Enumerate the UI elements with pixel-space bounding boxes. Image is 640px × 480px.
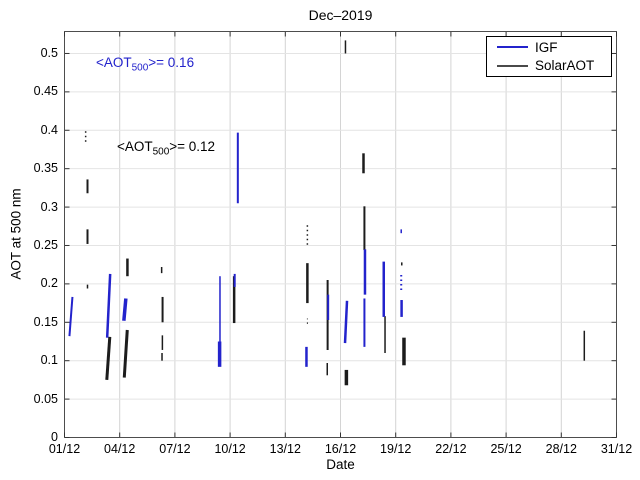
- y-tick-label: 0.05: [33, 391, 58, 406]
- x-tick-label: 22/12: [435, 442, 467, 456]
- y-tick-label: 0.4: [40, 122, 58, 137]
- x-tick-label: 01/12: [48, 442, 81, 456]
- y-tick-label: 0.15: [33, 314, 58, 329]
- annotation-text: >= 0.16: [148, 55, 195, 70]
- y-tick-label: 0.3: [40, 199, 58, 214]
- mean-aot-annotation-igf: <AOT500>= 0.16: [96, 55, 194, 74]
- y-tick-label: 0: [51, 430, 58, 444]
- x-tick-label: 10/12: [214, 442, 246, 456]
- legend: IGF SolarAOT: [486, 36, 612, 77]
- chart-title: Dec–2019: [308, 7, 373, 23]
- x-tick-label: 13/12: [269, 442, 301, 456]
- annotation-subscript: 500: [131, 62, 149, 74]
- annotation-text: <AOT: [116, 138, 153, 154]
- legend-label-igf: IGF: [535, 39, 558, 55]
- legend-line-sample-igf: [497, 46, 528, 49]
- data-segment-igf: [105, 273, 112, 338]
- legend-line-sample-solaraot: [497, 64, 528, 67]
- legend-item-solaraot: SolarAOT: [487, 57, 611, 75]
- x-tick-label: 16/12: [324, 442, 357, 456]
- annotation-subscript: 500: [152, 146, 170, 158]
- x-tick-label: 19/12: [380, 442, 412, 456]
- data-segment-solaraot: [105, 336, 112, 380]
- legend-label-solaraot: SolarAOT: [535, 58, 595, 74]
- data-segment-igf: [343, 300, 349, 344]
- y-tick-label: 0.45: [33, 84, 58, 99]
- x-tick-label: 31/12: [600, 442, 633, 456]
- axes-box: [64, 31, 617, 438]
- legend-item-igf: IGF: [487, 38, 611, 56]
- data-segment-igf: [122, 298, 128, 321]
- y-tick-label: 0.35: [33, 161, 58, 176]
- mean-aot-annotation-solaraot: <AOT500>= 0.12: [117, 139, 215, 158]
- data-segment-igf: [68, 296, 74, 337]
- x-tick-label: 28/12: [545, 442, 577, 456]
- x-tick-label: 25/12: [490, 442, 522, 456]
- y-tick-label: 0.2: [40, 276, 58, 291]
- y-tick-label: 0.1: [40, 353, 58, 368]
- plot-area: [64, 31, 617, 438]
- y-tick-label: 0.25: [33, 237, 58, 252]
- annotation-text: >= 0.12: [169, 138, 216, 154]
- data-segment-solaraot: [122, 329, 129, 378]
- x-tick-label: 04/12: [104, 442, 136, 456]
- annotation-text: <AOT: [95, 55, 132, 70]
- x-axis-label: Date: [326, 457, 355, 472]
- x-tick-label: 07/12: [159, 442, 191, 456]
- y-tick-label: 0.5: [40, 45, 58, 60]
